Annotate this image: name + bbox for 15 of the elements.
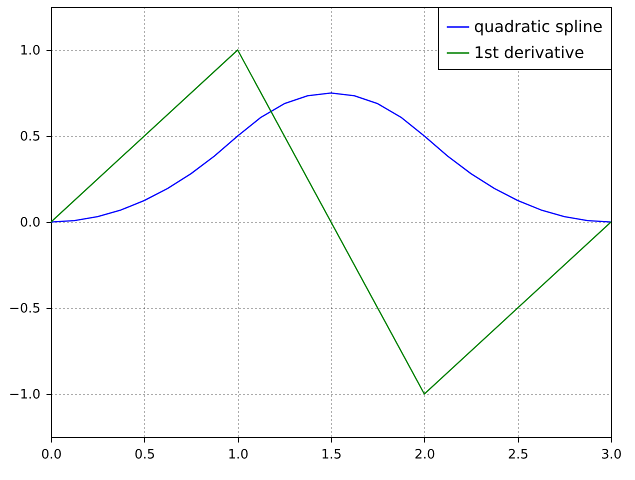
x-tick-label: 0.0: [41, 448, 62, 462]
y-tick-label: −1.0: [8, 388, 40, 402]
x-tick-label: 0.5: [134, 448, 156, 462]
y-tick-label: 0.5: [20, 130, 40, 144]
x-tick-label: 2.5: [508, 448, 529, 462]
x-tick-label: 1.0: [228, 448, 249, 462]
y-tick-label: 0.0: [20, 216, 40, 230]
x-tick-label: 3.0: [601, 448, 622, 462]
y-tick-label: 1.0: [20, 44, 40, 58]
y-tick-label: −0.5: [8, 302, 40, 316]
line-series: [50, 92, 612, 223]
x-tick-label: 2.0: [414, 448, 436, 462]
legend-label: quadratic spline: [474, 17, 603, 36]
legend-label: 1st derivative: [474, 43, 584, 62]
x-tick-label: 1.5: [321, 448, 342, 462]
